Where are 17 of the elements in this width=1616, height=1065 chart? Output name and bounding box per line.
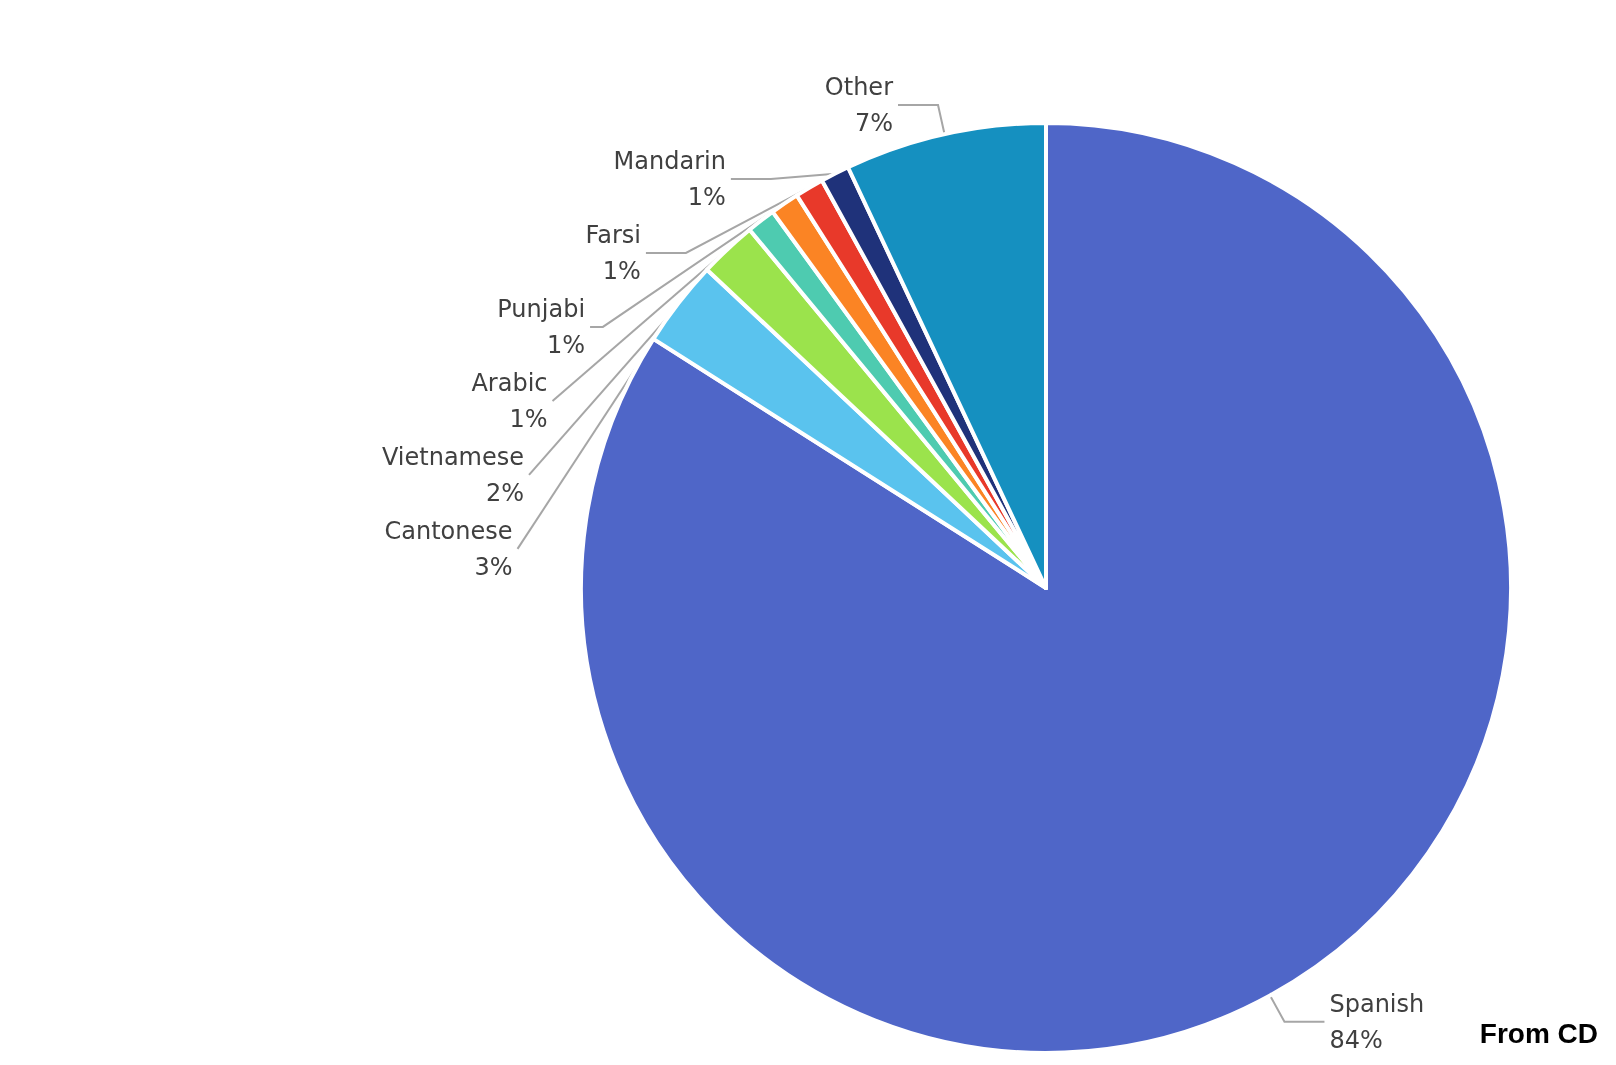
slice-label: Arabic	[471, 368, 548, 397]
data-label: 1%	[509, 404, 548, 433]
data-label: 2%	[485, 478, 525, 507]
slice-label: Farsi	[585, 220, 641, 249]
data-label: 1%	[546, 330, 586, 359]
data-label: 1%	[687, 182, 726, 211]
slice-label: Other	[824, 72, 894, 101]
slice-label: Mandarin	[613, 146, 726, 175]
data-label: 1%	[602, 256, 641, 285]
slice-label: Punjabi	[497, 294, 586, 323]
text: From CD	[1479, 1017, 1599, 1049]
slice-label: Vietnamese	[381, 442, 525, 471]
data-label: 3%	[474, 552, 513, 581]
data-label: 84%	[1329, 1025, 1383, 1054]
slice-label: Cantonese	[384, 516, 513, 545]
slice-label: Spanish	[1329, 989, 1425, 1018]
data-label: 7%	[854, 108, 894, 137]
